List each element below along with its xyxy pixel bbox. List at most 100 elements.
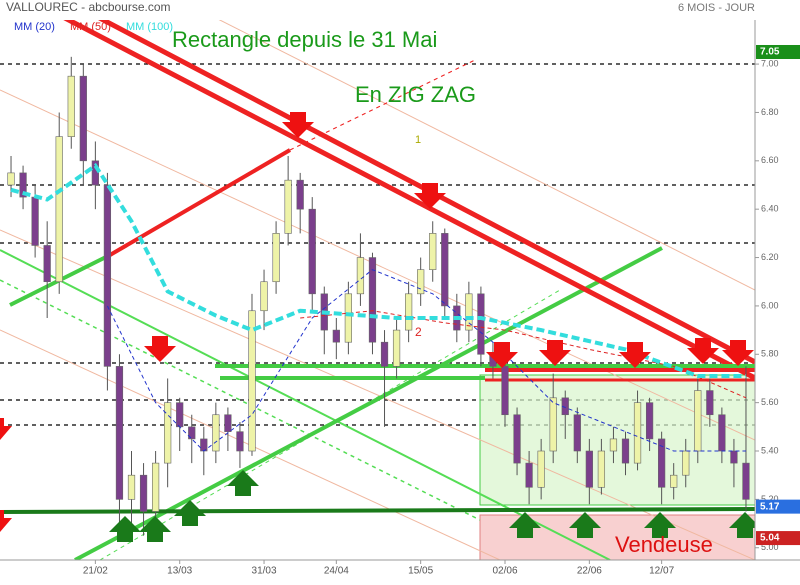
price-marker <box>756 531 800 546</box>
candle-body <box>561 397 569 416</box>
down-arrow <box>414 183 446 209</box>
price-marker <box>756 499 800 514</box>
candle-body <box>151 462 160 512</box>
candle-body <box>164 402 172 464</box>
candle-body <box>501 366 509 416</box>
header-bar <box>0 0 800 20</box>
down-arrow <box>619 342 651 368</box>
chart-title: VALLOUREC - abcbourse.com <box>6 0 171 14</box>
candle-body <box>465 293 473 331</box>
moving-average <box>10 162 746 379</box>
annotation: 2 <box>415 325 422 339</box>
price-marker <box>756 44 800 59</box>
legend-entry: MM (50) <box>70 21 111 33</box>
down-arrow <box>144 336 176 362</box>
candle-body <box>176 402 184 428</box>
trend-line <box>0 279 481 521</box>
candle-body <box>284 179 292 234</box>
y-tick-label: 5.60 <box>761 397 779 407</box>
y-tick-label: 6.00 <box>761 300 779 310</box>
annotation: 1 <box>415 134 421 146</box>
candle-body <box>212 414 220 452</box>
candle-body <box>356 257 365 295</box>
price-marker-label: 7.05 <box>760 47 780 58</box>
annotation: Vendeuse <box>615 532 713 557</box>
x-tick-label: 02/06 <box>492 566 517 577</box>
y-tick-label: 7.00 <box>761 58 779 68</box>
legend-entry: MM (20) <box>14 21 55 33</box>
x-tick-label: 21/02 <box>83 566 108 577</box>
candle-body <box>127 474 136 500</box>
candle-body <box>188 426 196 440</box>
candle-body <box>139 474 148 512</box>
y-tick-label: 5.40 <box>761 445 779 455</box>
candle-body <box>7 172 15 186</box>
candle-body <box>296 179 304 210</box>
y-tick-label: 5.00 <box>761 542 779 552</box>
candle-body <box>236 431 244 452</box>
candle-body <box>682 450 690 476</box>
candle-body <box>405 293 413 331</box>
arrows <box>0 112 761 542</box>
candle-body <box>380 341 389 367</box>
chart-subtitle: 6 MOIS - JOUR <box>678 2 755 14</box>
up-arrow <box>227 470 259 496</box>
candle-body <box>730 450 738 464</box>
up-arrow <box>109 516 141 542</box>
down-arrow <box>539 340 571 366</box>
resistance-line <box>38 2 755 381</box>
candle-body <box>706 390 714 416</box>
candle-body <box>513 414 521 464</box>
up-arrow <box>569 512 601 538</box>
x-tick-label: 12/07 <box>649 566 674 577</box>
candle-body <box>658 438 666 488</box>
up-arrow <box>729 512 761 538</box>
down-arrow <box>486 342 518 368</box>
down-arrow <box>0 418 12 440</box>
down-arrow <box>282 112 314 138</box>
down-arrow <box>722 340 754 366</box>
candle-body <box>200 438 208 452</box>
candle-body <box>19 172 27 198</box>
candle-body <box>549 397 557 452</box>
candle-body <box>115 366 124 500</box>
candle-body <box>573 414 581 452</box>
candle-body <box>248 310 256 452</box>
candle-body <box>645 402 654 440</box>
candle-body <box>609 438 618 452</box>
moving-average <box>106 269 746 452</box>
candle-body <box>718 414 726 452</box>
y-tick-label: 6.40 <box>761 204 779 214</box>
support-line <box>0 507 755 514</box>
price-marker-label: 5.04 <box>760 533 780 544</box>
candle-body <box>392 329 401 367</box>
x-tick-label: 31/03 <box>252 566 277 577</box>
candle-body <box>79 75 87 162</box>
x-tick-label: 13/03 <box>167 566 192 577</box>
candle-body <box>742 462 750 500</box>
candle-body <box>272 233 280 283</box>
down-arrow <box>687 338 719 364</box>
y-tick-label: 6.60 <box>761 155 779 165</box>
candle-body <box>55 136 63 283</box>
candle-body <box>525 462 533 488</box>
candle-body <box>585 450 593 488</box>
down-arrow <box>0 510 12 532</box>
up-arrow <box>644 512 676 538</box>
x-tick-label: 15/05 <box>408 566 433 577</box>
channel-line <box>0 89 755 441</box>
candle-body <box>224 414 232 432</box>
annotation: En ZIG ZAG <box>355 82 476 107</box>
up-arrow <box>174 500 206 526</box>
candle-body <box>441 233 449 307</box>
y-tick-label: 6.20 <box>761 252 779 262</box>
candle-body <box>368 257 377 343</box>
candle-body <box>597 450 606 488</box>
x-tick-label: 24/04 <box>324 566 349 577</box>
candle-body <box>332 329 340 343</box>
y-tick-label: 5.20 <box>761 494 779 504</box>
legend-entry: MM (100) <box>126 21 173 33</box>
candle-body <box>477 293 485 355</box>
x-tick-label: 22/06 <box>577 566 602 577</box>
